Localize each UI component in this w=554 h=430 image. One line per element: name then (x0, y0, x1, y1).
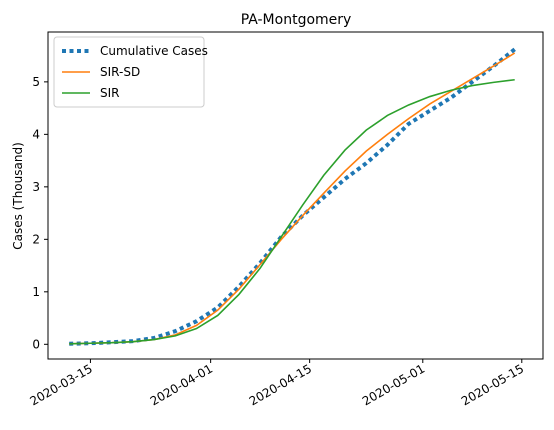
chart-title: PA-Montgomery (241, 12, 352, 28)
x-tick-label: 2020-04-15 (247, 361, 314, 408)
legend-entry-label: SIR (100, 86, 120, 100)
y-tick-label: 5 (32, 75, 40, 89)
legend-box (53, 36, 205, 108)
series-line-cumulative-cases (69, 47, 516, 346)
legend: Cumulative Cases SIR-SD SIR (53, 36, 208, 108)
y-tick-label: 2 (32, 232, 40, 246)
y-tick-label: 0 (32, 337, 40, 351)
plot-area (69, 47, 516, 346)
series-line-sir (69, 78, 515, 345)
legend-entry-label: SIR-SD (100, 65, 140, 79)
plot-frame (47, 31, 544, 360)
x-tick-label: 2020-03-15 (28, 361, 95, 408)
y-tick-label: 3 (32, 180, 40, 194)
y-axis: 0 1 2 3 4 5 (32, 75, 48, 351)
x-tick-label: 2020-05-01 (360, 361, 427, 408)
legend-entry-label: Cumulative Cases (100, 44, 208, 58)
y-tick-label: 1 (32, 285, 40, 299)
x-tick-label: 2020-04-01 (148, 361, 215, 408)
y-tick-label: 4 (32, 127, 40, 141)
x-tick-label: 2020-05-15 (459, 361, 526, 408)
x-axis: 2020-03-15 2020-04-01 2020-04-15 2020-05-01… (28, 359, 526, 408)
y-axis-label: Cases (Thousand) (11, 142, 25, 250)
